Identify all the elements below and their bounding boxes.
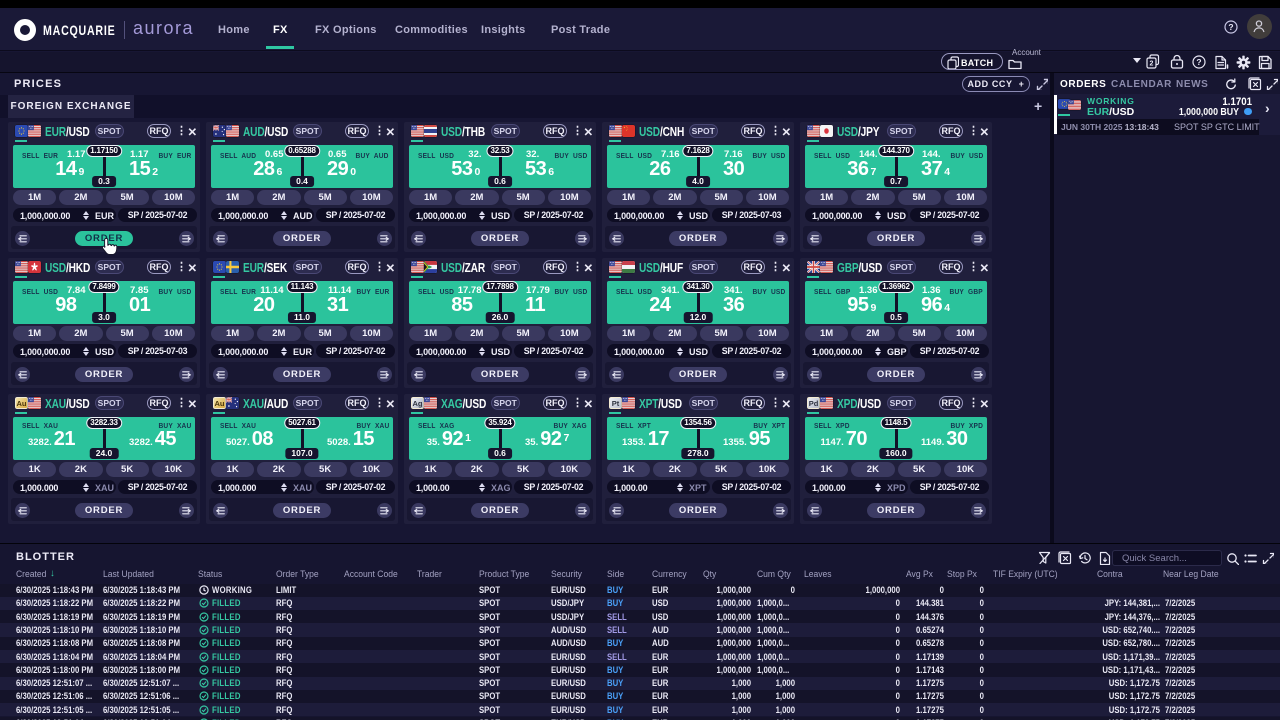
svg-text:?: ? [1196,57,1201,67]
svg-text:?: ? [1228,22,1233,32]
svg-text:2: 2 [1150,61,1154,68]
